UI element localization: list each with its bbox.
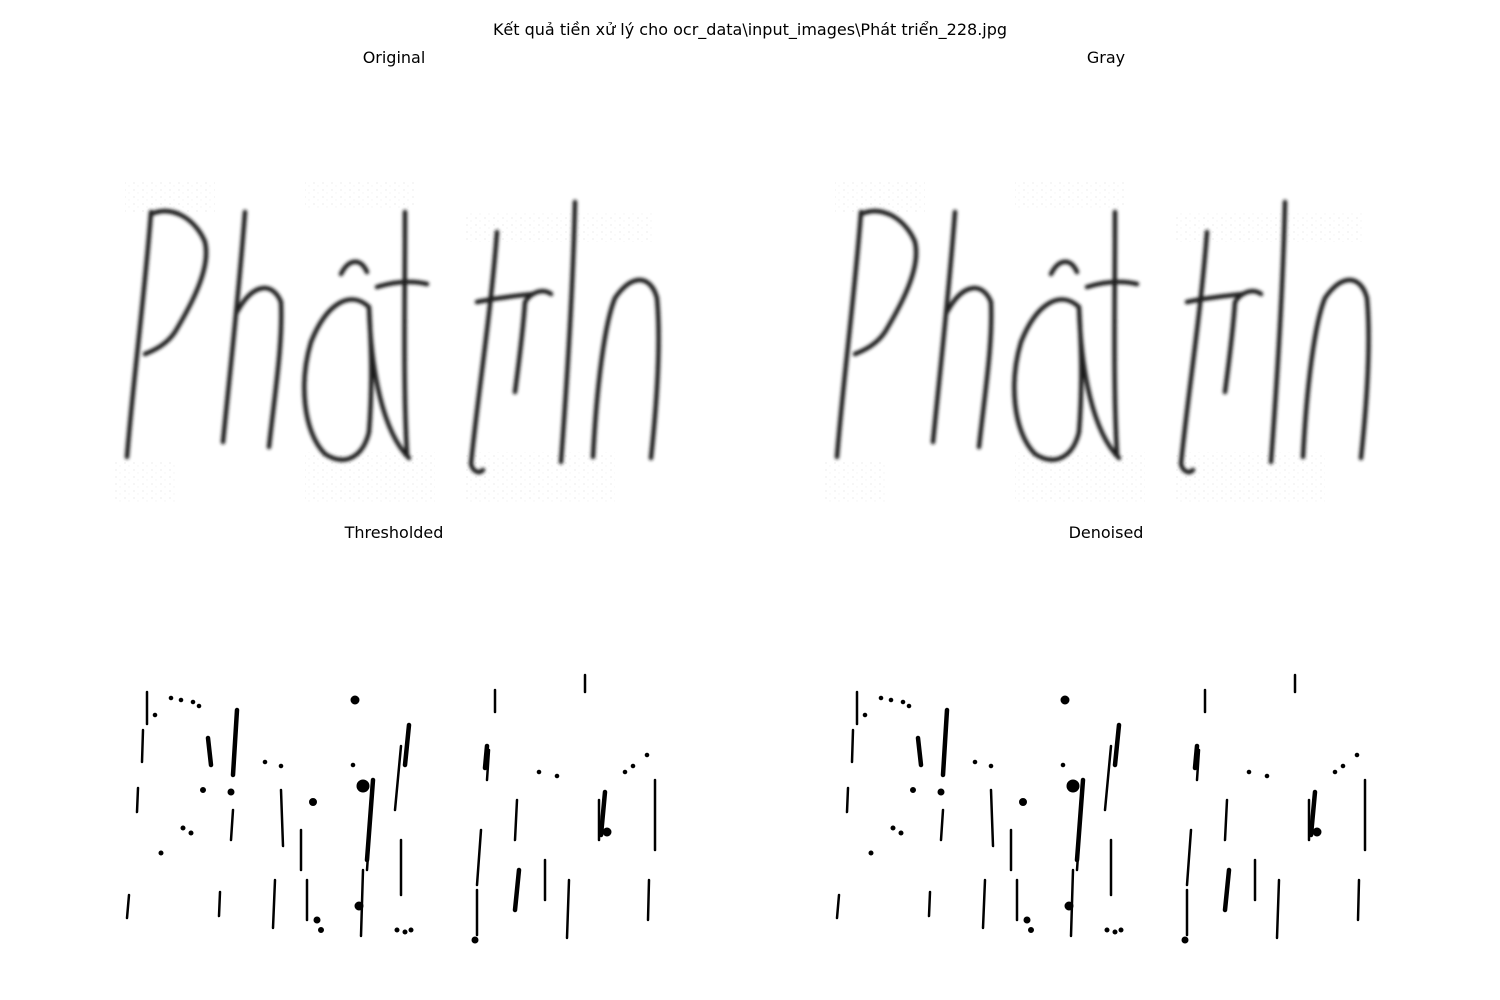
panel-title-denoised: Denoised	[1068, 523, 1144, 542]
thresholded-image-panel	[105, 540, 685, 1000]
original-image-panel	[105, 62, 685, 522]
panel-title-thresholded: Thresholded	[344, 523, 444, 542]
panel-title-original: Original	[362, 48, 426, 67]
gray-image-panel	[815, 62, 1395, 522]
denoised-image-panel	[815, 540, 1395, 1000]
original-handwriting-image	[115, 182, 661, 502]
thresholded-image	[125, 673, 657, 944]
denoised-image	[835, 673, 1367, 944]
gray-handwriting-image	[825, 182, 1371, 502]
figure-title: Kết quả tiền xử lý cho ocr_data\input_im…	[492, 20, 1008, 39]
panel-title-gray: Gray	[1086, 48, 1126, 67]
